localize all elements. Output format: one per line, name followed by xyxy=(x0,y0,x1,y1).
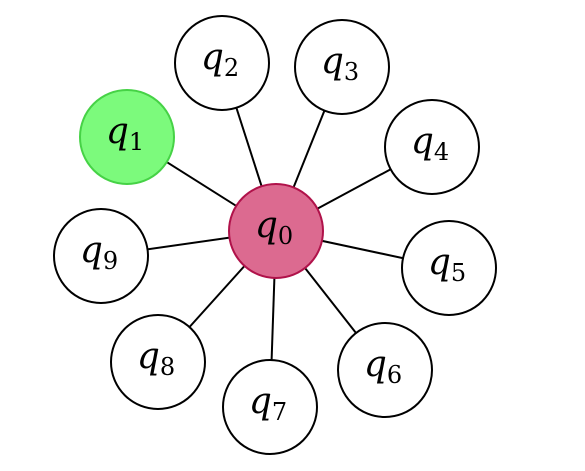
node-circle-q2 xyxy=(174,15,270,111)
node-circle-q0 xyxy=(228,183,324,279)
node-label-q0: q0 xyxy=(255,205,293,250)
node-circle-q3 xyxy=(294,19,390,115)
node-label-subscript: 8 xyxy=(160,353,175,381)
node-q8: q8 xyxy=(110,314,206,410)
node-label-subscript: 6 xyxy=(387,361,402,389)
node-circle-q6 xyxy=(337,322,433,418)
node-label-q7: q7 xyxy=(249,381,287,426)
node-q7: q7 xyxy=(222,359,318,455)
node-circle-q8 xyxy=(110,314,206,410)
node-label-q6: q6 xyxy=(364,344,402,389)
node-label-letter: q xyxy=(255,205,278,246)
node-label-subscript: 1 xyxy=(129,128,144,156)
node-circle-q5 xyxy=(401,220,497,316)
node-label-q2: q2 xyxy=(201,37,239,82)
node-label-subscript: 4 xyxy=(434,138,449,166)
node-label-subscript: 0 xyxy=(278,222,293,250)
node-label-q9: q9 xyxy=(80,230,118,275)
node-circle-q7 xyxy=(222,359,318,455)
node-label-letter: q xyxy=(201,37,224,78)
node-q3: q3 xyxy=(294,19,390,115)
node-label-subscript: 2 xyxy=(224,54,239,82)
node-label-q8: q8 xyxy=(137,336,175,381)
node-q5: q5 xyxy=(401,220,497,316)
node-q9: q9 xyxy=(53,208,149,304)
node-circle-q4 xyxy=(384,99,480,195)
node-q4: q4 xyxy=(384,99,480,195)
node-label-subscript: 5 xyxy=(451,259,466,287)
node-label-letter: q xyxy=(428,242,451,283)
node-label-q4: q4 xyxy=(411,121,449,166)
node-q0: q0 xyxy=(228,183,324,279)
node-label-q1: q1 xyxy=(106,111,144,156)
node-label-letter: q xyxy=(364,344,387,385)
node-label-letter: q xyxy=(249,381,272,422)
node-label-letter: q xyxy=(80,230,103,271)
node-label-q3: q3 xyxy=(321,41,359,86)
node-label-subscript: 3 xyxy=(344,58,359,86)
node-label-q5: q5 xyxy=(428,242,466,287)
node-q6: q6 xyxy=(337,322,433,418)
node-label-letter: q xyxy=(411,121,434,162)
node-q1: q1 xyxy=(79,89,175,185)
node-circle-q1 xyxy=(79,89,175,185)
node-label-letter: q xyxy=(106,111,129,152)
node-label-letter: q xyxy=(321,41,344,82)
node-circle-q9 xyxy=(53,208,149,304)
node-label-subscript: 7 xyxy=(272,398,287,426)
node-q2: q2 xyxy=(174,15,270,111)
node-label-letter: q xyxy=(137,336,160,377)
node-label-subscript: 9 xyxy=(103,247,118,275)
